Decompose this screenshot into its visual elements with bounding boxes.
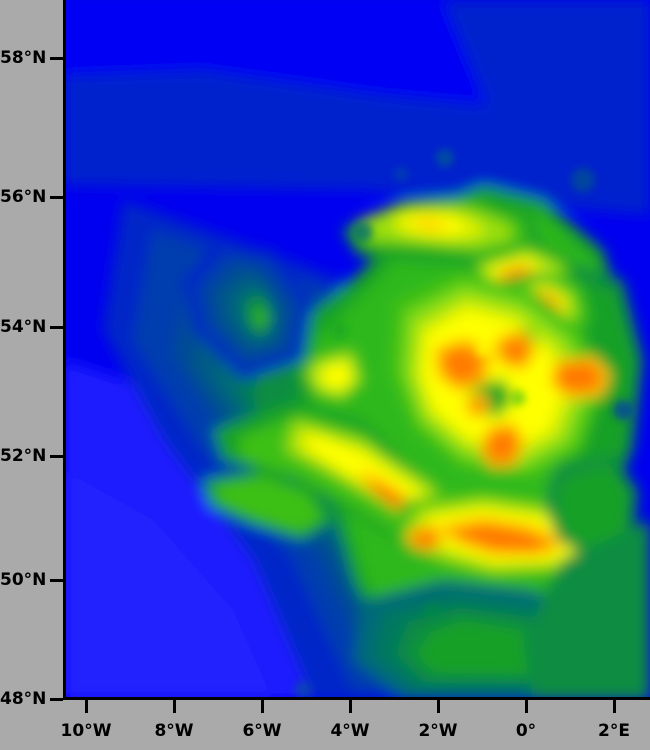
x-tick-1 [173,700,176,713]
x-tick-label-0: 0° [515,721,537,741]
x-tick-label-8W: 8°W [154,721,194,741]
x-tick-label-10W: 10°W [60,721,112,741]
x-tick-label-6W: 6°W [242,721,282,741]
y-tick-label-50N: 50°N [0,570,47,590]
y-tick-label-54N: 54°N [0,317,47,337]
y-tick-label-56N: 56°N [0,187,47,207]
y-tick-56N [50,196,63,199]
contour-field [63,0,650,700]
y-tick-label-48N: 48°N [0,689,47,709]
x-tick-label-4W: 4°W [330,721,370,741]
y-tick-48N [50,698,63,701]
y-tick-54N [50,326,63,329]
x-tick-3 [349,700,352,713]
y-tick-label-58N: 58°N [0,48,47,68]
y-tick-label-52N: 52°N [0,446,47,466]
x-tick-4 [437,700,440,713]
x-tick-5 [525,700,528,713]
contour-plot-area [63,0,650,700]
y-tick-50N [50,579,63,582]
y-tick-52N [50,455,63,458]
y-tick-58N [50,57,63,60]
x-tick-label-2E: 2°E [598,721,630,741]
x-tick-label-2W: 2°W [418,721,458,741]
x-tick-2 [261,700,264,713]
x-tick-6 [613,700,616,713]
x-tick-0 [85,700,88,713]
